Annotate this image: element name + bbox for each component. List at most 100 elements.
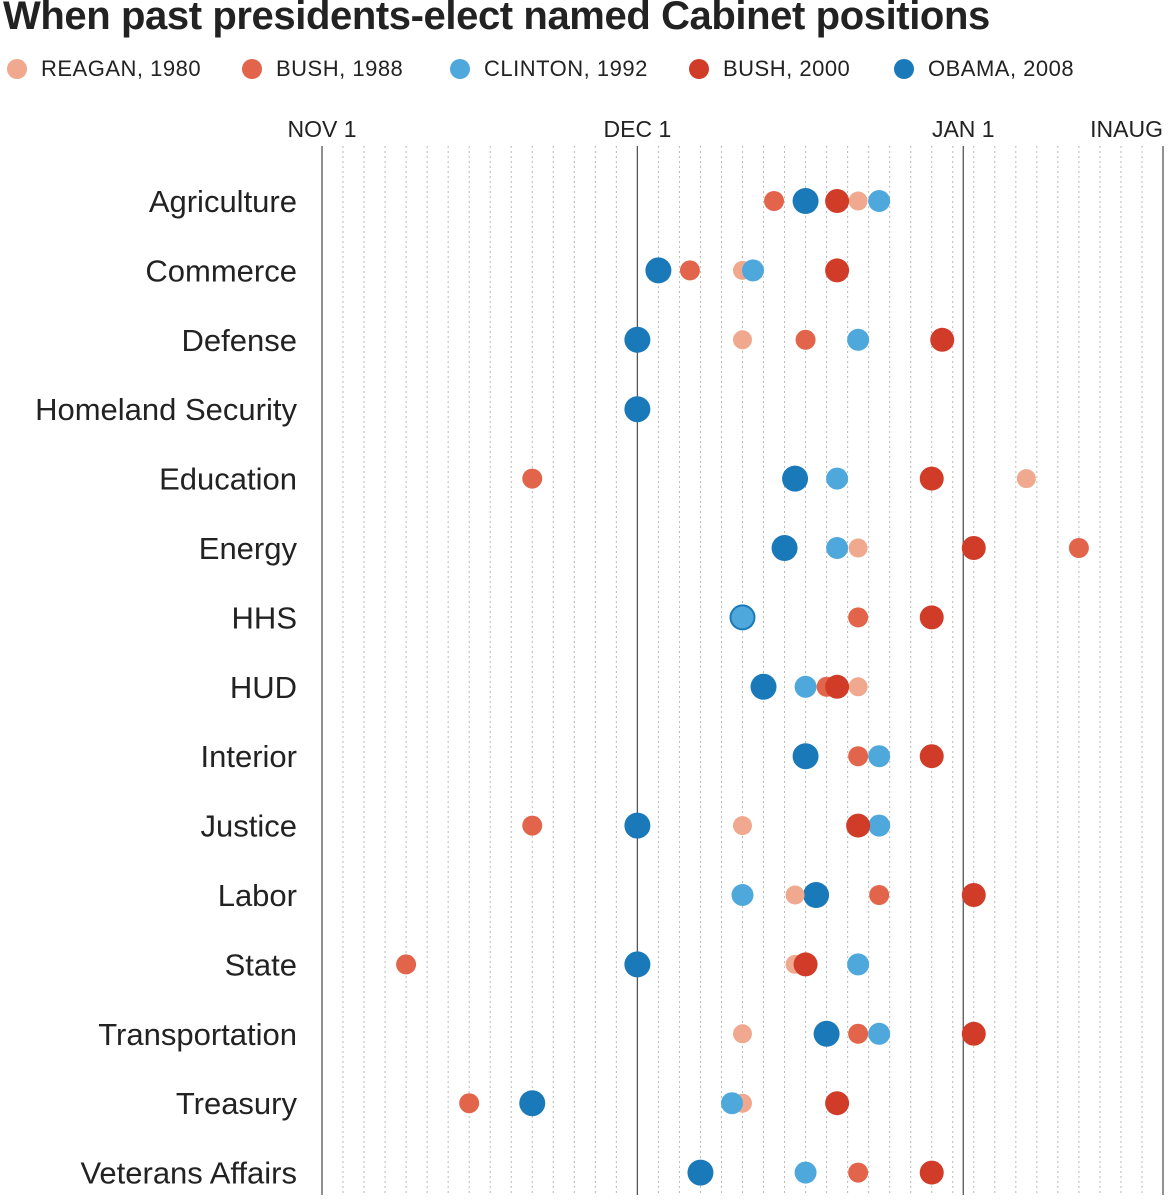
dot-hhs-bush-2000 [919, 605, 944, 630]
dot-agriculture-reagan-1980 [848, 191, 868, 211]
category-label-homeland-security: Homeland Security [35, 392, 297, 427]
dot-hhs-clinton-1992 [731, 606, 754, 629]
dot-justice-bush-2000 [846, 813, 871, 838]
dot-energy-clinton-1992 [826, 537, 849, 559]
dot-veterans-affairs-bush-2000 [919, 1160, 944, 1185]
dot-veterans-affairs-clinton-1992 [794, 1161, 817, 1184]
dot-labor-bush-1988 [869, 885, 890, 905]
dot-labor-bush-2000 [961, 883, 986, 907]
tick-label-inaug: INAUG [1090, 116, 1163, 142]
dot-education-bush-2000 [919, 466, 944, 491]
category-label-state: State [225, 947, 297, 982]
dot-hud-clinton-1992 [794, 675, 817, 698]
dot-defense-bush-2000 [930, 327, 955, 352]
dot-hhs-bush-1988 [848, 607, 869, 628]
chart-legend: REAGAN, 1980 BUSH, 1988 CLINTON, 1992 BU… [0, 52, 1173, 86]
dot-labor-obama-2008 [803, 882, 830, 908]
dot-hud-obama-2008 [750, 673, 777, 700]
legend-item-obama-2008: OBAMA, 2008 [894, 52, 1074, 86]
dot-agriculture-bush-1988 [764, 191, 785, 211]
dot-homeland-security-obama-2008 [624, 396, 651, 423]
dot-agriculture-obama-2008 [792, 188, 819, 214]
category-label-commerce: Commerce [145, 253, 297, 288]
category-label-energy: Energy [199, 531, 298, 566]
dot-state-bush-2000 [793, 952, 818, 977]
category-label-interior: Interior [201, 739, 297, 774]
legend-swatch-bush-1988 [242, 59, 262, 79]
dot-interior-obama-2008 [792, 743, 819, 770]
dot-education-clinton-1992 [826, 467, 849, 490]
dot-justice-bush-1988 [522, 815, 543, 836]
dot-state-clinton-1992 [847, 953, 870, 976]
legend-swatch-clinton-1992 [450, 59, 470, 79]
dot-commerce-clinton-1992 [742, 259, 765, 282]
legend-label-clinton-1992: CLINTON, 1992 [484, 56, 648, 81]
dot-interior-bush-1988 [848, 746, 869, 767]
dot-labor-clinton-1992 [731, 884, 754, 906]
legend-item-bush-1988: BUSH, 1988 [242, 52, 403, 86]
dot-energy-obama-2008 [771, 535, 798, 561]
legend-label-reagan-1980: REAGAN, 1980 [41, 56, 202, 81]
dot-state-obama-2008 [624, 951, 651, 978]
tick-label-dec-1: DEC 1 [604, 116, 672, 142]
category-label-labor: Labor [218, 878, 297, 913]
dot-veterans-affairs-obama-2008 [687, 1159, 714, 1186]
dot-transportation-bush-2000 [961, 1021, 986, 1046]
dot-defense-clinton-1992 [847, 328, 870, 351]
legend-item-clinton-1992: CLINTON, 1992 [450, 52, 648, 86]
dot-commerce-bush-1988 [679, 260, 700, 281]
dot-agriculture-clinton-1992 [868, 190, 891, 212]
category-label-defense: Defense [182, 323, 297, 358]
dot-treasury-bush-1988 [459, 1093, 480, 1114]
dot-defense-obama-2008 [624, 326, 651, 353]
category-label-transportation: Transportation [98, 1017, 297, 1052]
dot-hud-bush-2000 [825, 674, 850, 699]
dot-treasury-clinton-1992 [720, 1092, 743, 1115]
dot-commerce-obama-2008 [645, 257, 672, 284]
dot-justice-clinton-1992 [868, 814, 891, 837]
dot-transportation-bush-1988 [848, 1023, 869, 1044]
legend-label-bush-2000: BUSH, 2000 [723, 56, 851, 81]
dot-education-obama-2008 [782, 465, 809, 492]
legend-item-reagan-1980: REAGAN, 1980 [7, 52, 201, 86]
dot-hud-reagan-1980 [848, 677, 868, 697]
category-label-hhs: HHS [232, 600, 297, 635]
category-label-hud: HUD [230, 670, 297, 705]
dot-justice-obama-2008 [624, 812, 651, 839]
dot-education-bush-1988 [522, 468, 543, 489]
legend-swatch-bush-2000 [689, 59, 709, 79]
category-label-treasury: Treasury [176, 1086, 298, 1121]
dot-labor-reagan-1980 [785, 885, 805, 905]
dot-defense-bush-1988 [795, 329, 816, 350]
dot-education-reagan-1980 [1016, 469, 1036, 489]
dot-interior-bush-2000 [919, 744, 944, 769]
tick-label-jan-1: JAN 1 [932, 116, 995, 142]
category-label-education: Education [159, 462, 297, 497]
dot-treasury-obama-2008 [519, 1090, 546, 1117]
legend-item-bush-2000: BUSH, 2000 [689, 52, 850, 86]
dot-commerce-bush-2000 [825, 258, 850, 283]
dot-transportation-clinton-1992 [868, 1022, 891, 1045]
category-label-veterans-affairs: Veterans Affairs [80, 1156, 297, 1191]
legend-label-bush-1988: BUSH, 1988 [276, 56, 404, 81]
dot-energy-bush-1988 [1068, 538, 1089, 558]
dot-transportation-obama-2008 [813, 1020, 840, 1047]
legend-swatch-reagan-1980 [7, 59, 27, 79]
dot-veterans-affairs-bush-1988 [848, 1162, 869, 1183]
dot-defense-reagan-1980 [733, 330, 752, 350]
dot-interior-clinton-1992 [868, 745, 891, 768]
legend-label-obama-2008: OBAMA, 2008 [928, 56, 1075, 81]
dot-treasury-bush-2000 [825, 1091, 850, 1116]
tick-label-nov-1: NOV 1 [287, 116, 356, 142]
dot-energy-reagan-1980 [848, 538, 868, 558]
chart-title: When past presidents-elect named Cabinet… [3, 0, 990, 38]
category-label-justice: Justice [201, 809, 297, 844]
dot-justice-reagan-1980 [733, 816, 752, 836]
dot-agriculture-bush-2000 [825, 189, 850, 213]
dot-state-bush-1988 [396, 954, 417, 975]
category-label-agriculture: Agriculture [149, 184, 297, 219]
dot-transportation-reagan-1980 [733, 1024, 752, 1044]
legend-swatch-obama-2008 [894, 59, 914, 79]
dot-energy-bush-2000 [961, 536, 986, 560]
